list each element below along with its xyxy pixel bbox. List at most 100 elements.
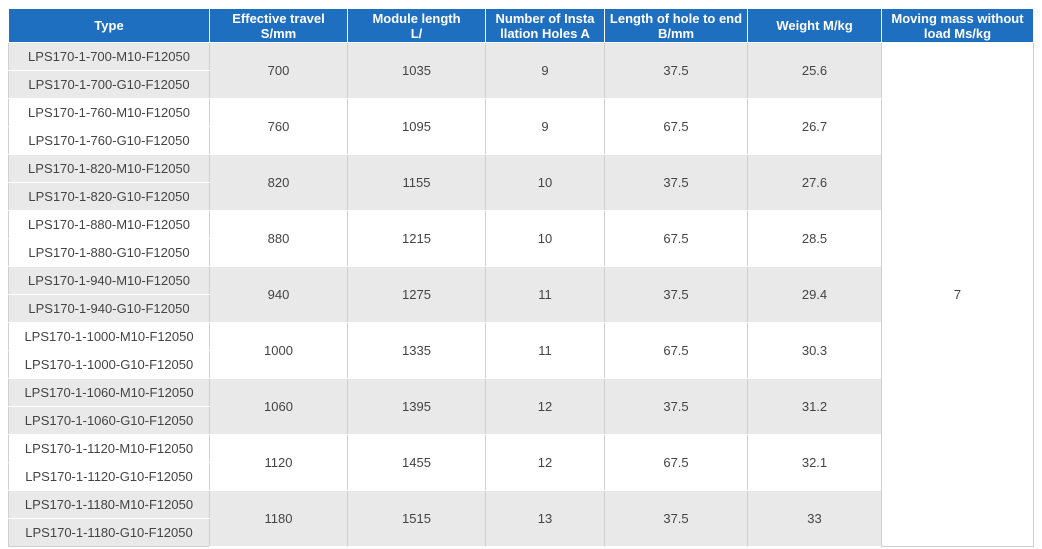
travel-cell: 760 [209, 98, 348, 155]
holes-cell: 11 [485, 266, 605, 323]
header-effective-travel: Effective travel S/mm [209, 8, 348, 43]
type-cell: LPS170-1-1060-G10-F12050 [8, 406, 210, 435]
type-cell: LPS170-1-880-M10-F12050 [8, 210, 210, 239]
table-row: LPS170-1-700-M10-F12050 700 1035 9 37.5 25.6 7 [8, 42, 1034, 547]
table-row: LPS170-1-880-G10-F12050 [8, 238, 1034, 267]
weight-cell: 27.6 [747, 154, 882, 211]
header-line2: L/ [410, 25, 423, 41]
hole-end-cell: 67.5 [604, 210, 748, 267]
module-length-cell: 1155 [347, 154, 486, 211]
module-length-cell: 1035 [347, 42, 486, 99]
type-cell: LPS170-1-880-G10-F12050 [8, 238, 210, 267]
header-line1: Moving mass without [891, 10, 1024, 26]
table-row: LPS170-1-1000-M10-F12050 1000 1335 11 67.5 30… [8, 322, 1034, 379]
type-cell: LPS170-1-820-G10-F12050 [8, 182, 210, 211]
type-cell: LPS170-1-1000-G10-F12050 [8, 350, 210, 379]
header-weight-label: Weight M/kg [776, 18, 853, 33]
type-cell: LPS170-1-700-M10-F12050 [8, 42, 210, 71]
moving-mass-cell: 7 [881, 42, 1034, 547]
hole-end-cell: 37.5 [604, 42, 748, 99]
table-row: LPS170-1-940-G10-F12050 [8, 294, 1034, 323]
table-row: LPS170-1-760-M10-F12050 760 1095 9 67.5 26.7 [8, 98, 1034, 155]
table-row: LPS170-1-1120-G10-F12050 [8, 462, 1034, 491]
table-row: LPS170-1-940-M10-F12050 940 1275 11 37.5 29.4 [8, 266, 1034, 323]
holes-cell: 9 [485, 98, 605, 155]
travel-cell: 700 [209, 42, 348, 99]
table-row: LPS170-1-700-G10-F12050 [8, 70, 1034, 99]
type-cell: LPS170-1-940-G10-F12050 [8, 294, 210, 323]
travel-cell: 880 [209, 210, 348, 267]
table-row: LPS170-1-1060-G10-F12050 [8, 406, 1034, 435]
header-row: Type Effective travel S/mm Module length L… [8, 8, 1034, 43]
module-length-cell: 1335 [347, 322, 486, 379]
table-row: LPS170-1-1060-M10-F12050 1060 1395 12 37.5 31… [8, 378, 1034, 435]
holes-cell: 12 [485, 378, 605, 435]
hole-end-cell: 67.5 [604, 322, 748, 379]
table-row: LPS170-1-760-G10-F12050 [8, 126, 1034, 155]
travel-cell: 1000 [209, 322, 348, 379]
header-moving-mass: Moving mass without load Ms/kg [881, 8, 1034, 43]
weight-cell: 30.3 [747, 322, 882, 379]
header-line1: Effective travel [232, 10, 325, 26]
holes-cell: 12 [485, 434, 605, 491]
travel-cell: 940 [209, 266, 348, 323]
type-cell: LPS170-1-760-M10-F12050 [8, 98, 210, 127]
header-line1: Module length [372, 10, 461, 26]
holes-cell: 13 [485, 490, 605, 547]
weight-cell: 26.7 [747, 98, 882, 155]
hole-end-cell: 37.5 [604, 154, 748, 211]
hole-end-cell: 37.5 [604, 490, 748, 547]
header-line2: load Ms/kg [923, 25, 992, 41]
type-cell: LPS170-1-1000-M10-F12050 [8, 322, 210, 351]
hole-end-cell: 37.5 [604, 378, 748, 435]
module-length-cell: 1395 [347, 378, 486, 435]
header-installation-holes: Number of Insta llation Holes A [485, 8, 605, 43]
table-row: LPS170-1-820-M10-F12050 820 1155 10 37.5 27.6 [8, 154, 1034, 211]
header-line2: S/mm [260, 25, 297, 41]
type-cell: LPS170-1-1120-M10-F12050 [8, 434, 210, 463]
table-row: LPS170-1-1000-G10-F12050 [8, 350, 1034, 379]
type-cell: LPS170-1-1180-M10-F12050 [8, 490, 210, 519]
header-line2: llation Holes A [500, 25, 590, 41]
type-cell: LPS170-1-940-M10-F12050 [8, 266, 210, 295]
holes-cell: 10 [485, 210, 605, 267]
spec-table: Type Effective travel S/mm Module length L… [8, 8, 1034, 547]
weight-cell: 32.1 [747, 434, 882, 491]
header-module-length: Module length L/ [347, 8, 486, 43]
travel-cell: 820 [209, 154, 348, 211]
header-hole-to-end: Length of hole to end B/mm [604, 8, 748, 43]
type-cell: LPS170-1-820-M10-F12050 [8, 154, 210, 183]
weight-cell: 33 [747, 490, 882, 547]
header-line1: Length of hole to end [609, 10, 743, 26]
header-weight: Weight M/kg [747, 8, 882, 43]
module-length-cell: 1515 [347, 490, 486, 547]
type-cell: LPS170-1-1060-M10-F12050 [8, 378, 210, 407]
hole-end-cell: 67.5 [604, 98, 748, 155]
module-length-cell: 1215 [347, 210, 486, 267]
table-row: LPS170-1-1180-M10-F12050 1180 1515 13 37.5 33 [8, 490, 1034, 547]
type-cell: LPS170-1-700-G10-F12050 [8, 70, 210, 99]
holes-cell: 11 [485, 322, 605, 379]
weight-cell: 29.4 [747, 266, 882, 323]
header-type: Type [8, 8, 210, 43]
module-length-cell: 1275 [347, 266, 486, 323]
header-line1: Number of Insta [495, 10, 595, 26]
weight-cell: 28.5 [747, 210, 882, 267]
table-row: LPS170-1-1120-M10-F12050 1120 1455 12 67.5 32… [8, 434, 1034, 491]
type-cell: LPS170-1-1120-G10-F12050 [8, 462, 210, 491]
travel-cell: 1180 [209, 490, 348, 547]
header-type-label: Type [94, 18, 124, 33]
holes-cell: 10 [485, 154, 605, 211]
type-cell: LPS170-1-760-G10-F12050 [8, 126, 210, 155]
header-line2: B/mm [657, 25, 695, 41]
type-cell: LPS170-1-1180-G10-F12050 [8, 518, 210, 547]
travel-cell: 1060 [209, 378, 348, 435]
table-row: LPS170-1-1180-G10-F12050 [8, 518, 1034, 547]
weight-cell: 25.6 [747, 42, 882, 99]
module-length-cell: 1095 [347, 98, 486, 155]
table-body: LPS170-1-700-M10-F12050 700 1035 9 37.5 25.6 7… [8, 42, 1034, 547]
holes-cell: 9 [485, 42, 605, 99]
hole-end-cell: 37.5 [604, 266, 748, 323]
table-row: LPS170-1-880-M10-F12050 880 1215 10 67.5 28.5 [8, 210, 1034, 267]
hole-end-cell: 67.5 [604, 434, 748, 491]
